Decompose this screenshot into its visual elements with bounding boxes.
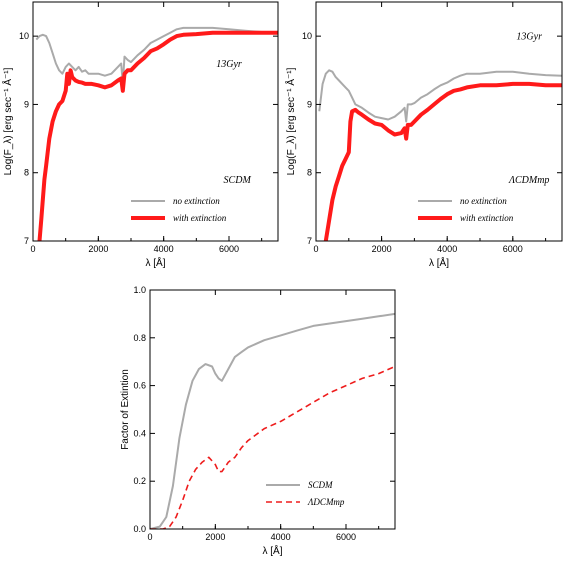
legend-label: with extinction	[460, 213, 514, 223]
x-tick-label: 2000	[88, 244, 108, 254]
x-tick-label: 6000	[219, 244, 239, 254]
y-tick-label: 7	[307, 236, 312, 246]
legend-label: ΛDCMmp	[307, 497, 345, 507]
y-tick-label: 8	[307, 168, 312, 178]
x-axis-title: λ [Å]	[262, 544, 282, 557]
y-tick-label: 10	[302, 31, 312, 41]
panel-factor: 0 2000 4000 6000 0.0 0.2 0.4 0.6 0.8 1.0 λ [Å] Fact…	[120, 285, 396, 557]
y-tick-label: 0.2	[133, 476, 146, 486]
series-line-a	[150, 312, 395, 529]
series-line-b	[150, 365, 395, 529]
panel-annotation: SCDM	[224, 175, 252, 186]
panel-annotation: ΛCDMmp	[508, 175, 549, 186]
y-tick-label: 0.6	[133, 381, 146, 391]
plot-frame	[315, 1, 563, 242]
legend-label: SCDM	[308, 480, 333, 490]
x-tick-label: 6000	[503, 244, 523, 254]
y-axis-title: Log(F_λ) [erg sec⁻¹ Å⁻¹]	[284, 67, 297, 175]
y-tick-label: 0.4	[133, 428, 146, 438]
y-tick-label: 8	[24, 168, 29, 178]
series-line-a	[35, 26, 278, 85]
y-tick-label: 1.0	[133, 285, 146, 295]
x-tick-label: 2000	[372, 244, 392, 254]
x-axis-title: λ [Å]	[429, 256, 449, 269]
y-tick-label: 10	[19, 31, 29, 41]
legend-label: no extinction	[173, 196, 220, 206]
x-tick-label: 4000	[437, 244, 457, 254]
x-tick-label: 0	[30, 244, 35, 254]
y-tick-label: 9	[307, 99, 312, 109]
y-tick-label: 7	[24, 236, 29, 246]
plot-frame	[149, 289, 396, 530]
panel-annotation: 13Gyr	[516, 32, 542, 43]
panel-scdm: 0 2000 4000 6000 7 8 9 10 λ [Å] Log(F_λ) [erg sec…	[1, 1, 279, 269]
x-tick-label: 0	[313, 244, 318, 254]
series-line-a	[318, 69, 562, 123]
series-line-b	[323, 81, 562, 241]
legend-label: no extinction	[460, 196, 507, 206]
y-tick-label: 0.0	[133, 524, 146, 534]
x-tick-label: 6000	[336, 532, 356, 542]
x-tick-label: 4000	[154, 244, 174, 254]
y-axis-title: Log(F_λ) [erg sec⁻¹ Å⁻¹]	[1, 67, 14, 175]
x-tick-label: 2000	[205, 532, 225, 542]
x-tick-label: 4000	[271, 532, 291, 542]
plot-frame	[32, 1, 279, 242]
legend-label: with extinction	[173, 213, 227, 223]
series-line-b	[37, 30, 278, 241]
panel-annotation: 13Gyr	[216, 59, 242, 70]
y-tick-label: 0.8	[133, 333, 146, 343]
x-tick-label: 0	[147, 532, 152, 542]
x-axis-title: λ [Å]	[145, 256, 165, 269]
y-tick-label: 9	[24, 99, 29, 109]
panel-lcdm: 0 2000 4000 6000 7 8 9 10 λ [Å] Log(F_λ) [erg sec…	[284, 1, 563, 269]
y-axis-title: Factor of Extintion	[120, 369, 131, 450]
